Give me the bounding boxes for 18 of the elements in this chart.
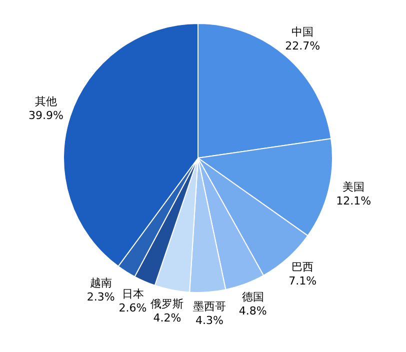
slice-label: 其他 (35, 95, 58, 108)
slice-label: 巴西 (292, 260, 314, 274)
data-label: 4.8% (238, 304, 267, 318)
slice-label: 俄罗斯 (150, 297, 184, 310)
data-label: 22.7% (285, 39, 320, 52)
data-label: 39.9% (28, 109, 64, 122)
slice-label: 墨西哥 (192, 300, 226, 313)
slice-label: 美国 (342, 180, 365, 194)
data-label: 2.6% (118, 301, 147, 314)
data-label: 2.3% (86, 290, 115, 304)
data-label: 7.1% (288, 274, 317, 288)
data-label: 4.3% (196, 314, 224, 327)
slice-label: 德国 (242, 290, 264, 304)
data-label: 4.2% (153, 311, 182, 324)
slice-label: 日本 (122, 287, 144, 300)
slice-label: 越南 (90, 276, 112, 290)
data-label: 12.1% (336, 194, 372, 208)
slice-label: 中国 (292, 25, 314, 38)
